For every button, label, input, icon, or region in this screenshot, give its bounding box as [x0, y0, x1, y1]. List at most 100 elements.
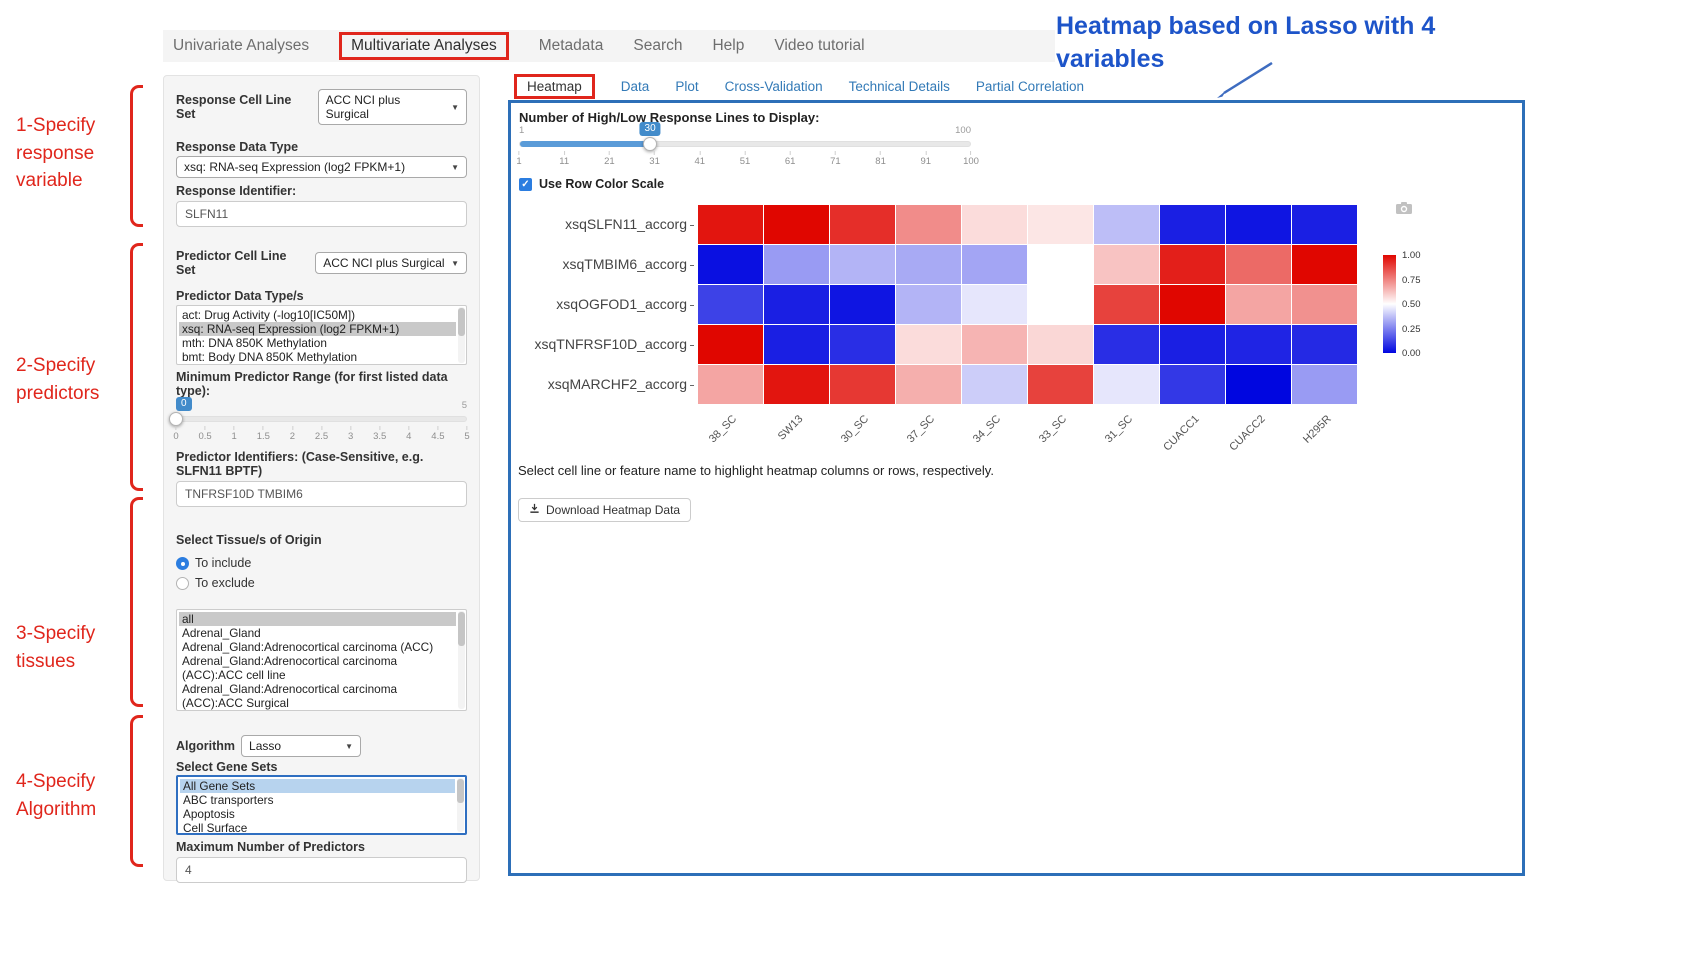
slider-handle[interactable] [643, 137, 658, 151]
heatmap-cell [1292, 365, 1357, 404]
heatmap-cell [1094, 205, 1159, 244]
predictor-cell-line-set-value: ACC NCI plus Surgical [323, 256, 445, 270]
tick-label: 61 [784, 156, 796, 167]
tab-plot[interactable]: Plot [675, 79, 699, 94]
heatmap-cell [830, 365, 895, 404]
annotation-step2: 2-Specify predictors [16, 355, 100, 404]
heatmap-cell [896, 285, 961, 324]
nav-item-video-tutorial[interactable]: Video tutorial [774, 37, 865, 54]
tick-label: 2 [289, 431, 296, 442]
tick-mark [518, 151, 520, 155]
predictor-type-option-act-drug-activity-log10-ic50m[interactable]: act: Drug Activity (-log10[IC50M]) [182, 308, 356, 322]
tissue-radio-to-exclude[interactable]: To exclude [176, 573, 467, 593]
heatmap-cell [1226, 365, 1291, 404]
scrollbar[interactable] [457, 778, 464, 832]
chevron-down-icon [451, 163, 459, 172]
tab-heatmap[interactable]: Heatmap [514, 74, 595, 99]
tissue-radio-to-include[interactable]: To include [176, 553, 467, 573]
predictor-type-option-xsq-rna-seq-expression-log2-fpkm-1[interactable]: xsq: RNA-seq Expression (log2 FPKM+1) [179, 322, 456, 336]
tick-label: 3.5 [373, 431, 387, 442]
slider-tick: 4.5 [431, 426, 445, 442]
algorithm-select[interactable]: Lasso [241, 735, 362, 757]
algorithm-row: Algorithm Lasso [176, 735, 467, 757]
tissue-listbox[interactable]: all Adrenal_Gland Adrenal_Gland:Adrenocort… [176, 609, 467, 711]
tissue-option-adrenal-gland-adrenocortical-carcinoma-acc[interactable]: Adrenal_Gland:Adrenocortical carcinoma (… [182, 640, 434, 654]
tick-mark [970, 151, 972, 155]
heatmap-row-label-xsqtnfrsf10d-accorg[interactable]: xsqTNFRSF10D_accorg [511, 336, 694, 352]
response-identifier-input[interactable] [176, 201, 467, 227]
heatmap-cells [698, 205, 1357, 404]
min-predictor-range-slider[interactable]: 0 5 0 00.511.522.533.544.55 [169, 397, 470, 446]
tick-mark [563, 151, 565, 155]
annotation-step1: 1-Specify response variable [16, 115, 96, 192]
predictor-cell-line-set-label: Predictor Cell Line Set [176, 249, 287, 277]
tick-label: 41 [694, 156, 706, 167]
tab-cross-validation[interactable]: Cross-Validation [724, 79, 823, 94]
lines-to-display-slider[interactable]: 1 100 30 1 11 21 31 41 51 61 71 81 91 100 [516, 122, 979, 173]
scrollbar[interactable] [458, 307, 465, 363]
response-cell-line-set-select[interactable]: ACC NCI plus Surgical [317, 89, 467, 125]
tick-label: 4 [406, 431, 412, 442]
slider-tick: 21 [604, 151, 615, 167]
predictor-cell-line-set-select[interactable]: ACC NCI plus Surgical [315, 252, 467, 274]
gene-set-option-abc-transporters[interactable]: ABC transporters [183, 793, 274, 807]
heatmap-cell [764, 365, 829, 404]
row-color-scale-row: Use Row Color Scale [519, 177, 664, 191]
predictor-identifiers-input[interactable] [176, 481, 467, 507]
predictor-identifiers-label: Predictor Identifiers: (Case-Sensitive, … [176, 450, 424, 478]
heatmap-row-label-xsqogfod1-accorg[interactable]: xsqOGFOD1_accorg [511, 296, 694, 312]
radio-icon [176, 576, 189, 590]
heatmap-row-label-xsqmarchf2-accorg[interactable]: xsqMARCHF2_accorg [511, 376, 694, 392]
slider-track[interactable] [176, 416, 467, 422]
nav-item-metadata[interactable]: Metadata [538, 37, 604, 54]
gene-set-option-cell-surface[interactable]: Cell Surface [183, 821, 248, 835]
gene-set-option-all-gene-sets[interactable]: All Gene Sets [180, 779, 455, 793]
row-color-scale-checkbox[interactable] [519, 177, 532, 191]
predictor-type-option-mth-dna-850k-methylation[interactable]: mth: DNA 850K Methylation [182, 336, 327, 350]
annotation-step4: 4-Specify Algorithm [16, 771, 97, 820]
slider-track[interactable] [519, 141, 971, 147]
tissue-option-adrenal-gland[interactable]: Adrenal_Gland [182, 626, 261, 640]
gene-set-option-apoptosis[interactable]: Apoptosis [183, 807, 235, 821]
heatmap-cell [764, 285, 829, 324]
tissue-radio-group: To include To exclude [176, 553, 467, 593]
predictor-data-types-listbox[interactable]: act: Drug Activity (-log10[IC50M]) xsq: R… [176, 305, 467, 365]
slider-handle[interactable] [169, 412, 183, 426]
colorbar-tick-label: 1.00 [1402, 250, 1421, 261]
heatmap-cell [1160, 245, 1225, 284]
tick-mark [437, 426, 439, 430]
heatmap-cell [1094, 325, 1159, 364]
slider-value-bubble: 30 [639, 122, 661, 136]
tick-label: 5 [464, 431, 470, 442]
min-predictor-range-label: Minimum Predictor Range (for first liste… [176, 370, 448, 398]
tissue-option-all[interactable]: all [179, 612, 456, 626]
camera-icon[interactable] [1395, 201, 1413, 220]
max-predictors-input[interactable] [176, 857, 467, 883]
heatmap-row-label-xsqtmbim6-accorg[interactable]: xsqTMBIM6_accorg [511, 256, 694, 272]
heatmap-col-label-text: CUACC2 [1227, 413, 1268, 454]
response-data-type-select[interactable]: xsq: RNA-seq Expression (log2 FPKM+1) [176, 156, 467, 178]
slider-value-bubble: 0 [176, 397, 192, 411]
download-heatmap-data-button[interactable]: Download Heatmap Data [518, 498, 692, 522]
predictor-type-option-bmt-body-dna-850k-methylation[interactable]: bmt: Body DNA 850K Methylation [182, 350, 358, 364]
nav-item-multivariate-analyses[interactable]: Multivariate Analyses [339, 32, 509, 60]
tick-label: 11 [559, 156, 570, 167]
gene-sets-listbox[interactable]: All Gene Sets ABC transporters Apoptosis Ce… [176, 775, 467, 835]
nav-item-help[interactable]: Help [712, 37, 745, 54]
scrollbar[interactable] [458, 611, 465, 709]
tissue-option-adrenal-gland-adrenocortical-carcinoma-acc-acc-surgical[interactable]: Adrenal_Gland:Adrenocortical carcinoma (… [182, 682, 398, 710]
tissue-option-adrenal-gland-adrenocortical-carcinoma-acc-acc-cell-line[interactable]: Adrenal_Gland:Adrenocortical carcinoma (… [182, 654, 398, 682]
lines-slider-label: Number of High/Low Response Lines to Dis… [519, 110, 820, 125]
tick-mark [744, 151, 746, 155]
nav-item-univariate-analyses[interactable]: Univariate Analyses [173, 37, 310, 54]
annotation-bracket-4 [130, 715, 143, 867]
tick-mark [925, 151, 927, 155]
radio-label: To include [195, 556, 252, 570]
heatmap-col-label-text: 30_SC [839, 413, 872, 446]
heatmap-row-label-xsqslfn11-accorg[interactable]: xsqSLFN11_accorg [511, 216, 694, 232]
tab-technical-details[interactable]: Technical Details [848, 79, 950, 94]
tab-partial-correlation[interactable]: Partial Correlation [975, 79, 1084, 94]
tab-data[interactable]: Data [620, 79, 650, 94]
heatmap-cell [1028, 205, 1093, 244]
nav-item-search[interactable]: Search [633, 37, 683, 54]
